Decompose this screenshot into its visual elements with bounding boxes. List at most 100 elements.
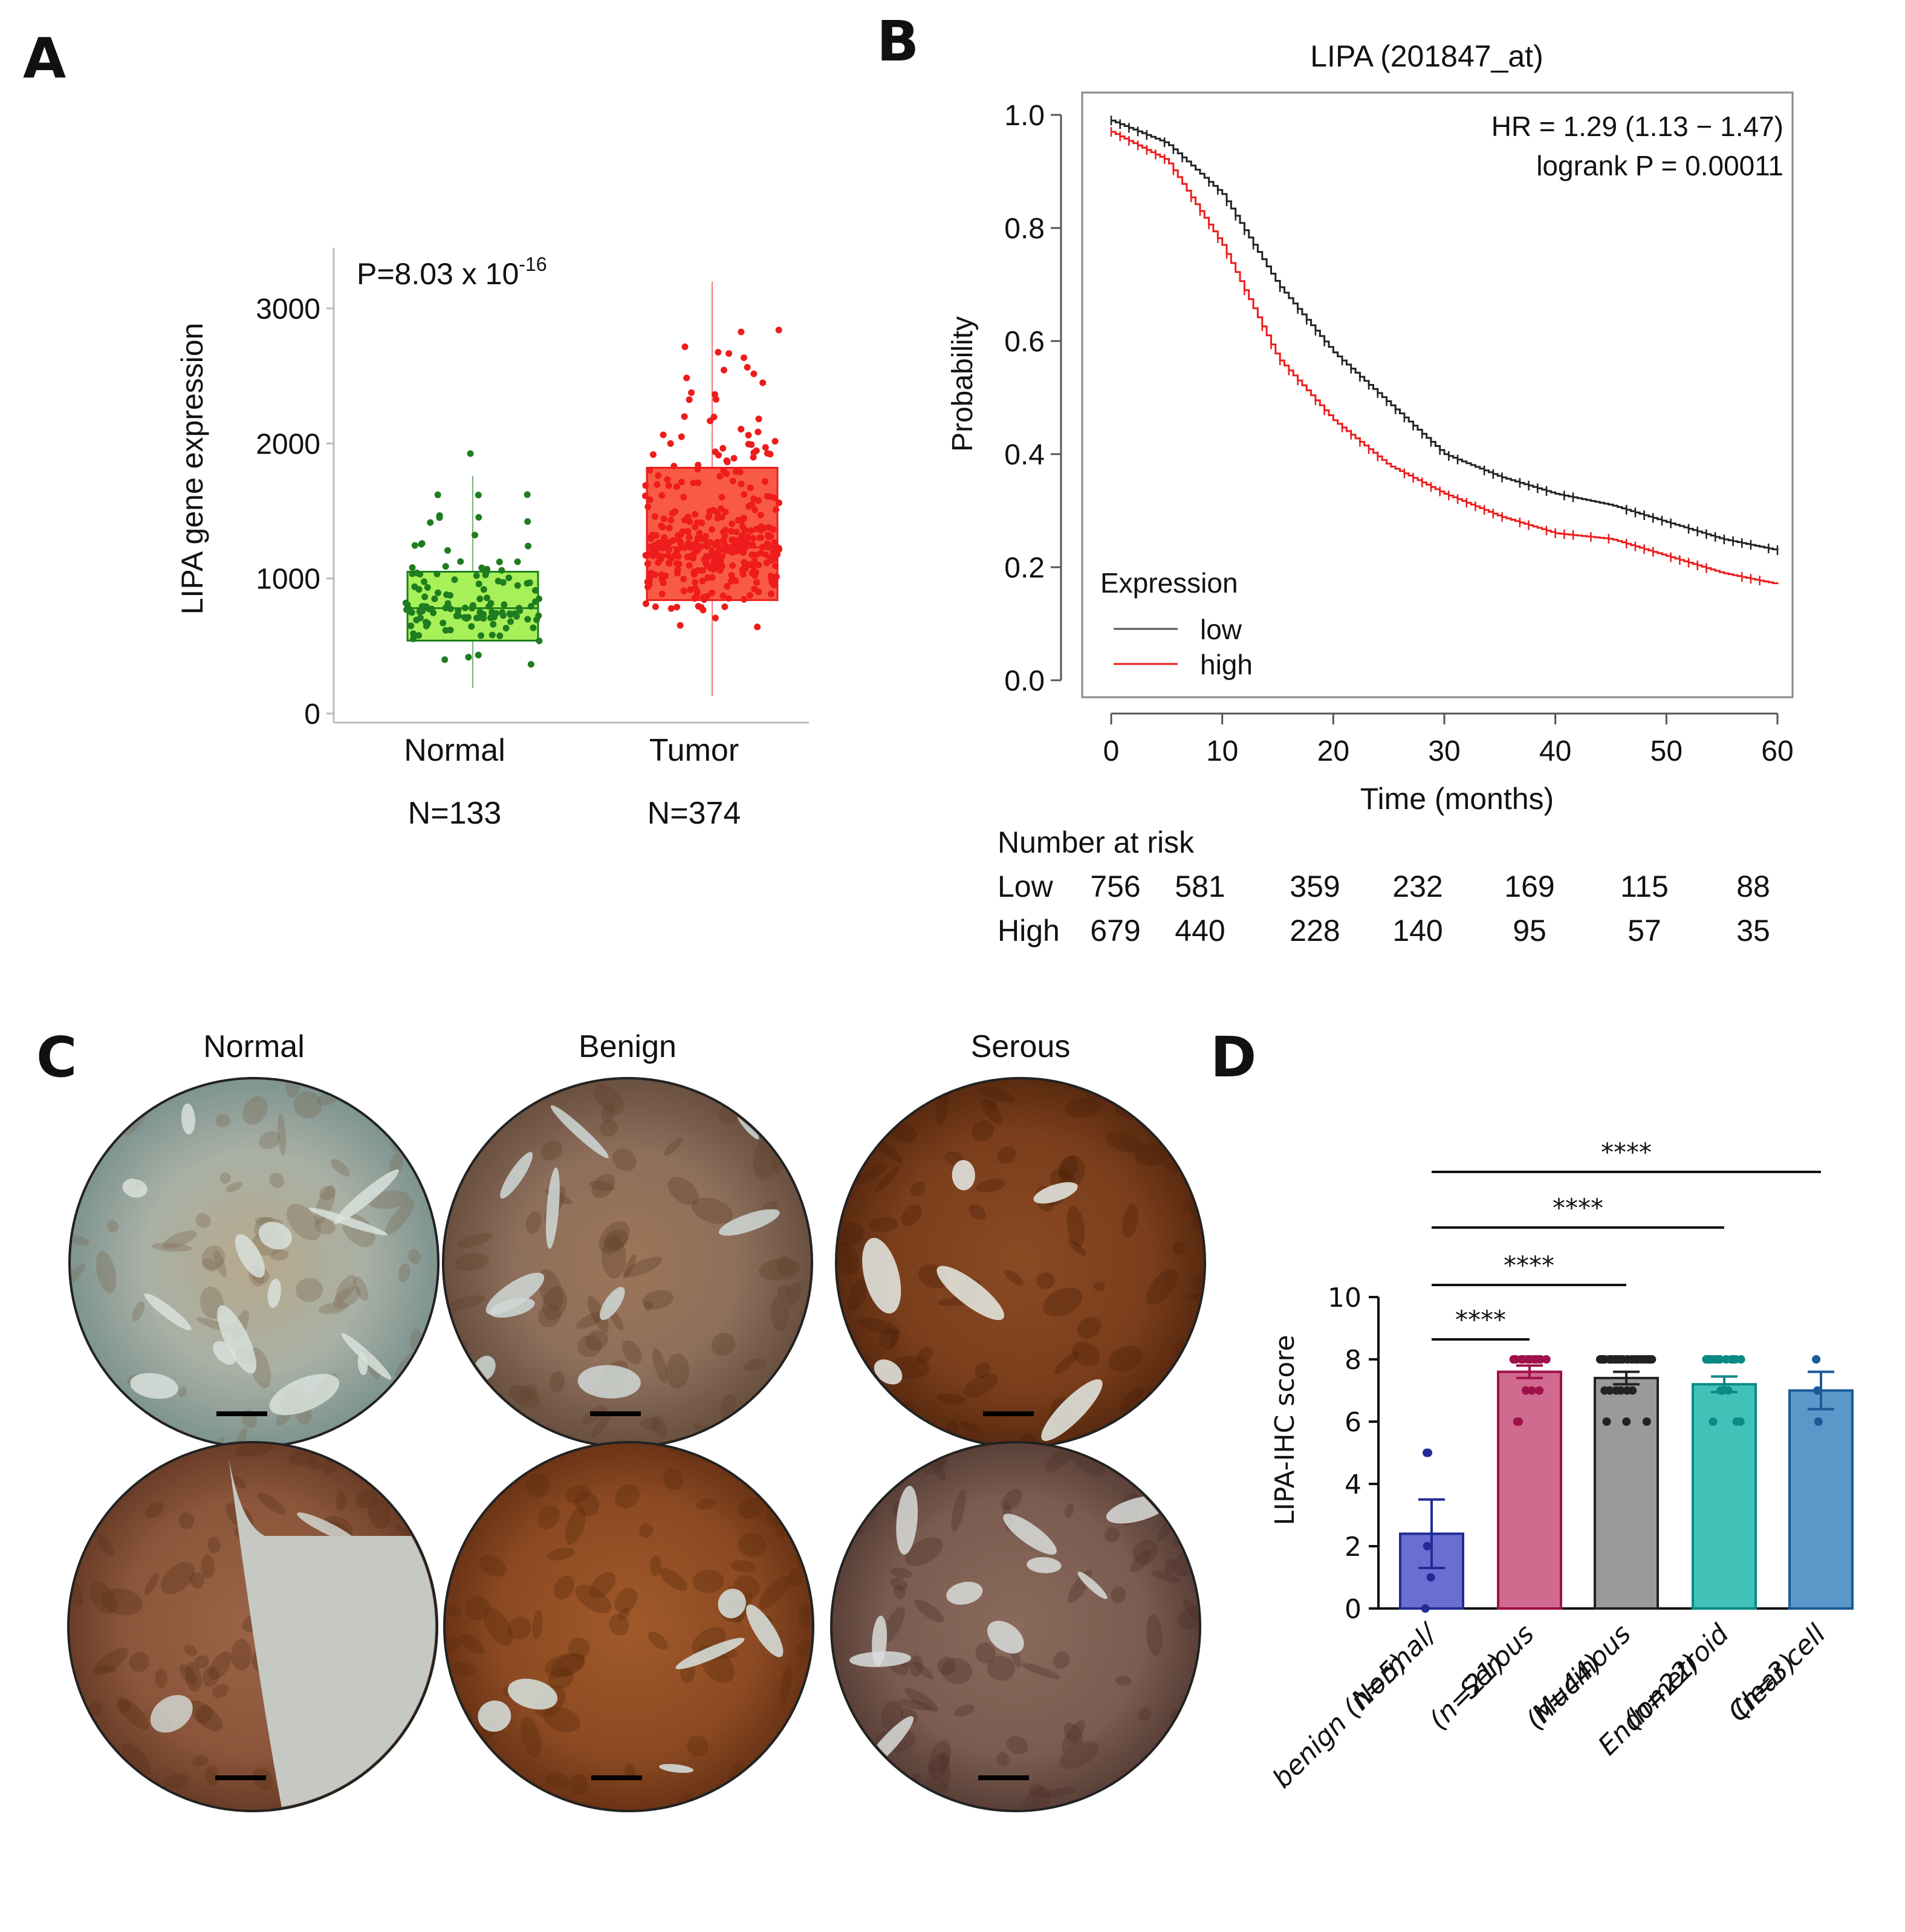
ihc-cell xyxy=(270,1249,289,1261)
ihc-cell xyxy=(1146,1269,1178,1305)
ihc-cell xyxy=(306,1460,323,1470)
a-point xyxy=(746,592,753,599)
a-ytick-label: 0 xyxy=(304,698,320,730)
ihc-lumen xyxy=(357,1352,368,1376)
ihc-cell xyxy=(185,1662,202,1692)
d-ytick-label: 0 xyxy=(1345,1594,1361,1625)
ihc-cell xyxy=(398,1263,411,1283)
ihc-cell xyxy=(479,1555,507,1577)
ihc-cell xyxy=(1122,1203,1138,1238)
ihc-cell xyxy=(985,1099,998,1109)
ihc-cell xyxy=(901,1205,922,1226)
ihc-cell xyxy=(838,1428,865,1445)
a-point xyxy=(740,354,747,362)
ihc-lumen xyxy=(1003,1514,1057,1555)
ihc-cell xyxy=(164,1773,189,1789)
ihc-cell xyxy=(599,1119,618,1137)
d-x-label: benign (n=5) xyxy=(1267,1648,1413,1795)
ihc-cell xyxy=(565,1485,590,1504)
ihc-cell xyxy=(855,1163,888,1185)
b-risk-title: Number at risk xyxy=(998,825,1195,859)
a-point xyxy=(531,598,539,605)
ihc-cell xyxy=(1028,1784,1044,1798)
ihc-cell xyxy=(461,1801,490,1809)
a-point xyxy=(765,524,773,531)
a-point xyxy=(433,570,441,577)
a-ytick-label: 3000 xyxy=(256,293,320,325)
a-point xyxy=(673,603,681,611)
a-point xyxy=(498,567,505,574)
a-point xyxy=(667,605,675,612)
a-point xyxy=(475,651,482,659)
ihc-lumen xyxy=(545,1167,560,1249)
panel-a-boxplot: P=8.03 x 10-16 LIPA gene expression 0 100… xyxy=(175,248,809,831)
ihc-cell xyxy=(788,1795,811,1809)
ihc-cell xyxy=(89,1702,103,1716)
ihc-cell xyxy=(1191,1082,1201,1103)
a-point xyxy=(735,516,742,524)
ihc-lumen xyxy=(946,1581,983,1605)
ihc-cell xyxy=(959,1420,983,1435)
a-point xyxy=(415,632,423,639)
ihc-cell xyxy=(155,1668,168,1688)
ihc-lumen xyxy=(181,1103,195,1135)
ihc-cell xyxy=(1001,1489,1023,1511)
ihc-cell xyxy=(565,1506,586,1545)
b-risk-value: 88 xyxy=(1736,870,1770,903)
ihc-cell xyxy=(1042,1287,1082,1317)
d-point xyxy=(1423,1542,1432,1550)
ihc-cell xyxy=(927,1444,940,1453)
a-point xyxy=(413,616,420,623)
ihc-cell xyxy=(178,1387,187,1397)
ihc-cell xyxy=(446,1636,462,1656)
a-point xyxy=(677,622,684,629)
ihc-lumen xyxy=(269,1374,340,1416)
ihc-cell xyxy=(201,1554,215,1579)
a-point xyxy=(747,484,754,492)
ihc-cell xyxy=(730,1560,756,1573)
ihc-cell xyxy=(890,1329,900,1348)
a-point xyxy=(675,532,682,539)
a-point xyxy=(667,516,675,524)
ihc-cell xyxy=(537,1505,560,1529)
ihc-cell xyxy=(1021,1663,1060,1679)
a-point xyxy=(684,528,692,535)
a-point xyxy=(666,524,673,532)
d-point xyxy=(1728,1355,1737,1364)
ihc-cell xyxy=(798,1605,811,1627)
a-point xyxy=(516,605,523,612)
ihc-cell xyxy=(525,1473,550,1498)
a-point xyxy=(447,592,454,599)
d-x-label: (n=44) xyxy=(1520,1648,1608,1736)
a-point xyxy=(681,413,688,420)
a-point xyxy=(434,491,441,498)
ihc-cell xyxy=(209,1651,232,1680)
a-point xyxy=(701,556,708,563)
a-point xyxy=(770,581,777,588)
ihc-cell xyxy=(180,1664,198,1685)
ihc-cell xyxy=(762,1201,779,1212)
ihc-cell xyxy=(623,1254,637,1279)
d-point xyxy=(1536,1355,1545,1364)
a-point xyxy=(651,513,658,520)
ihc-cell xyxy=(916,1347,933,1365)
a-point xyxy=(655,559,662,566)
ihc-texture xyxy=(70,1444,435,1809)
panel-label-a: A xyxy=(23,26,66,91)
a-point xyxy=(475,513,482,521)
a-point xyxy=(658,590,666,597)
a-point xyxy=(531,587,539,594)
ihc-cell xyxy=(525,1211,542,1234)
ihc-cell xyxy=(890,1567,912,1579)
ihc-lumen xyxy=(500,1152,533,1199)
a-point xyxy=(649,451,657,458)
ihc-cell xyxy=(838,1243,860,1275)
a-point xyxy=(694,466,701,473)
a-point xyxy=(767,555,774,562)
d-point xyxy=(1732,1417,1741,1426)
d-point xyxy=(1709,1417,1718,1426)
ihc-image-serous: Serous xyxy=(835,1029,1206,1448)
a-point xyxy=(768,590,775,597)
ihc-cell xyxy=(1039,1787,1077,1798)
ihc-cell xyxy=(940,1752,950,1788)
